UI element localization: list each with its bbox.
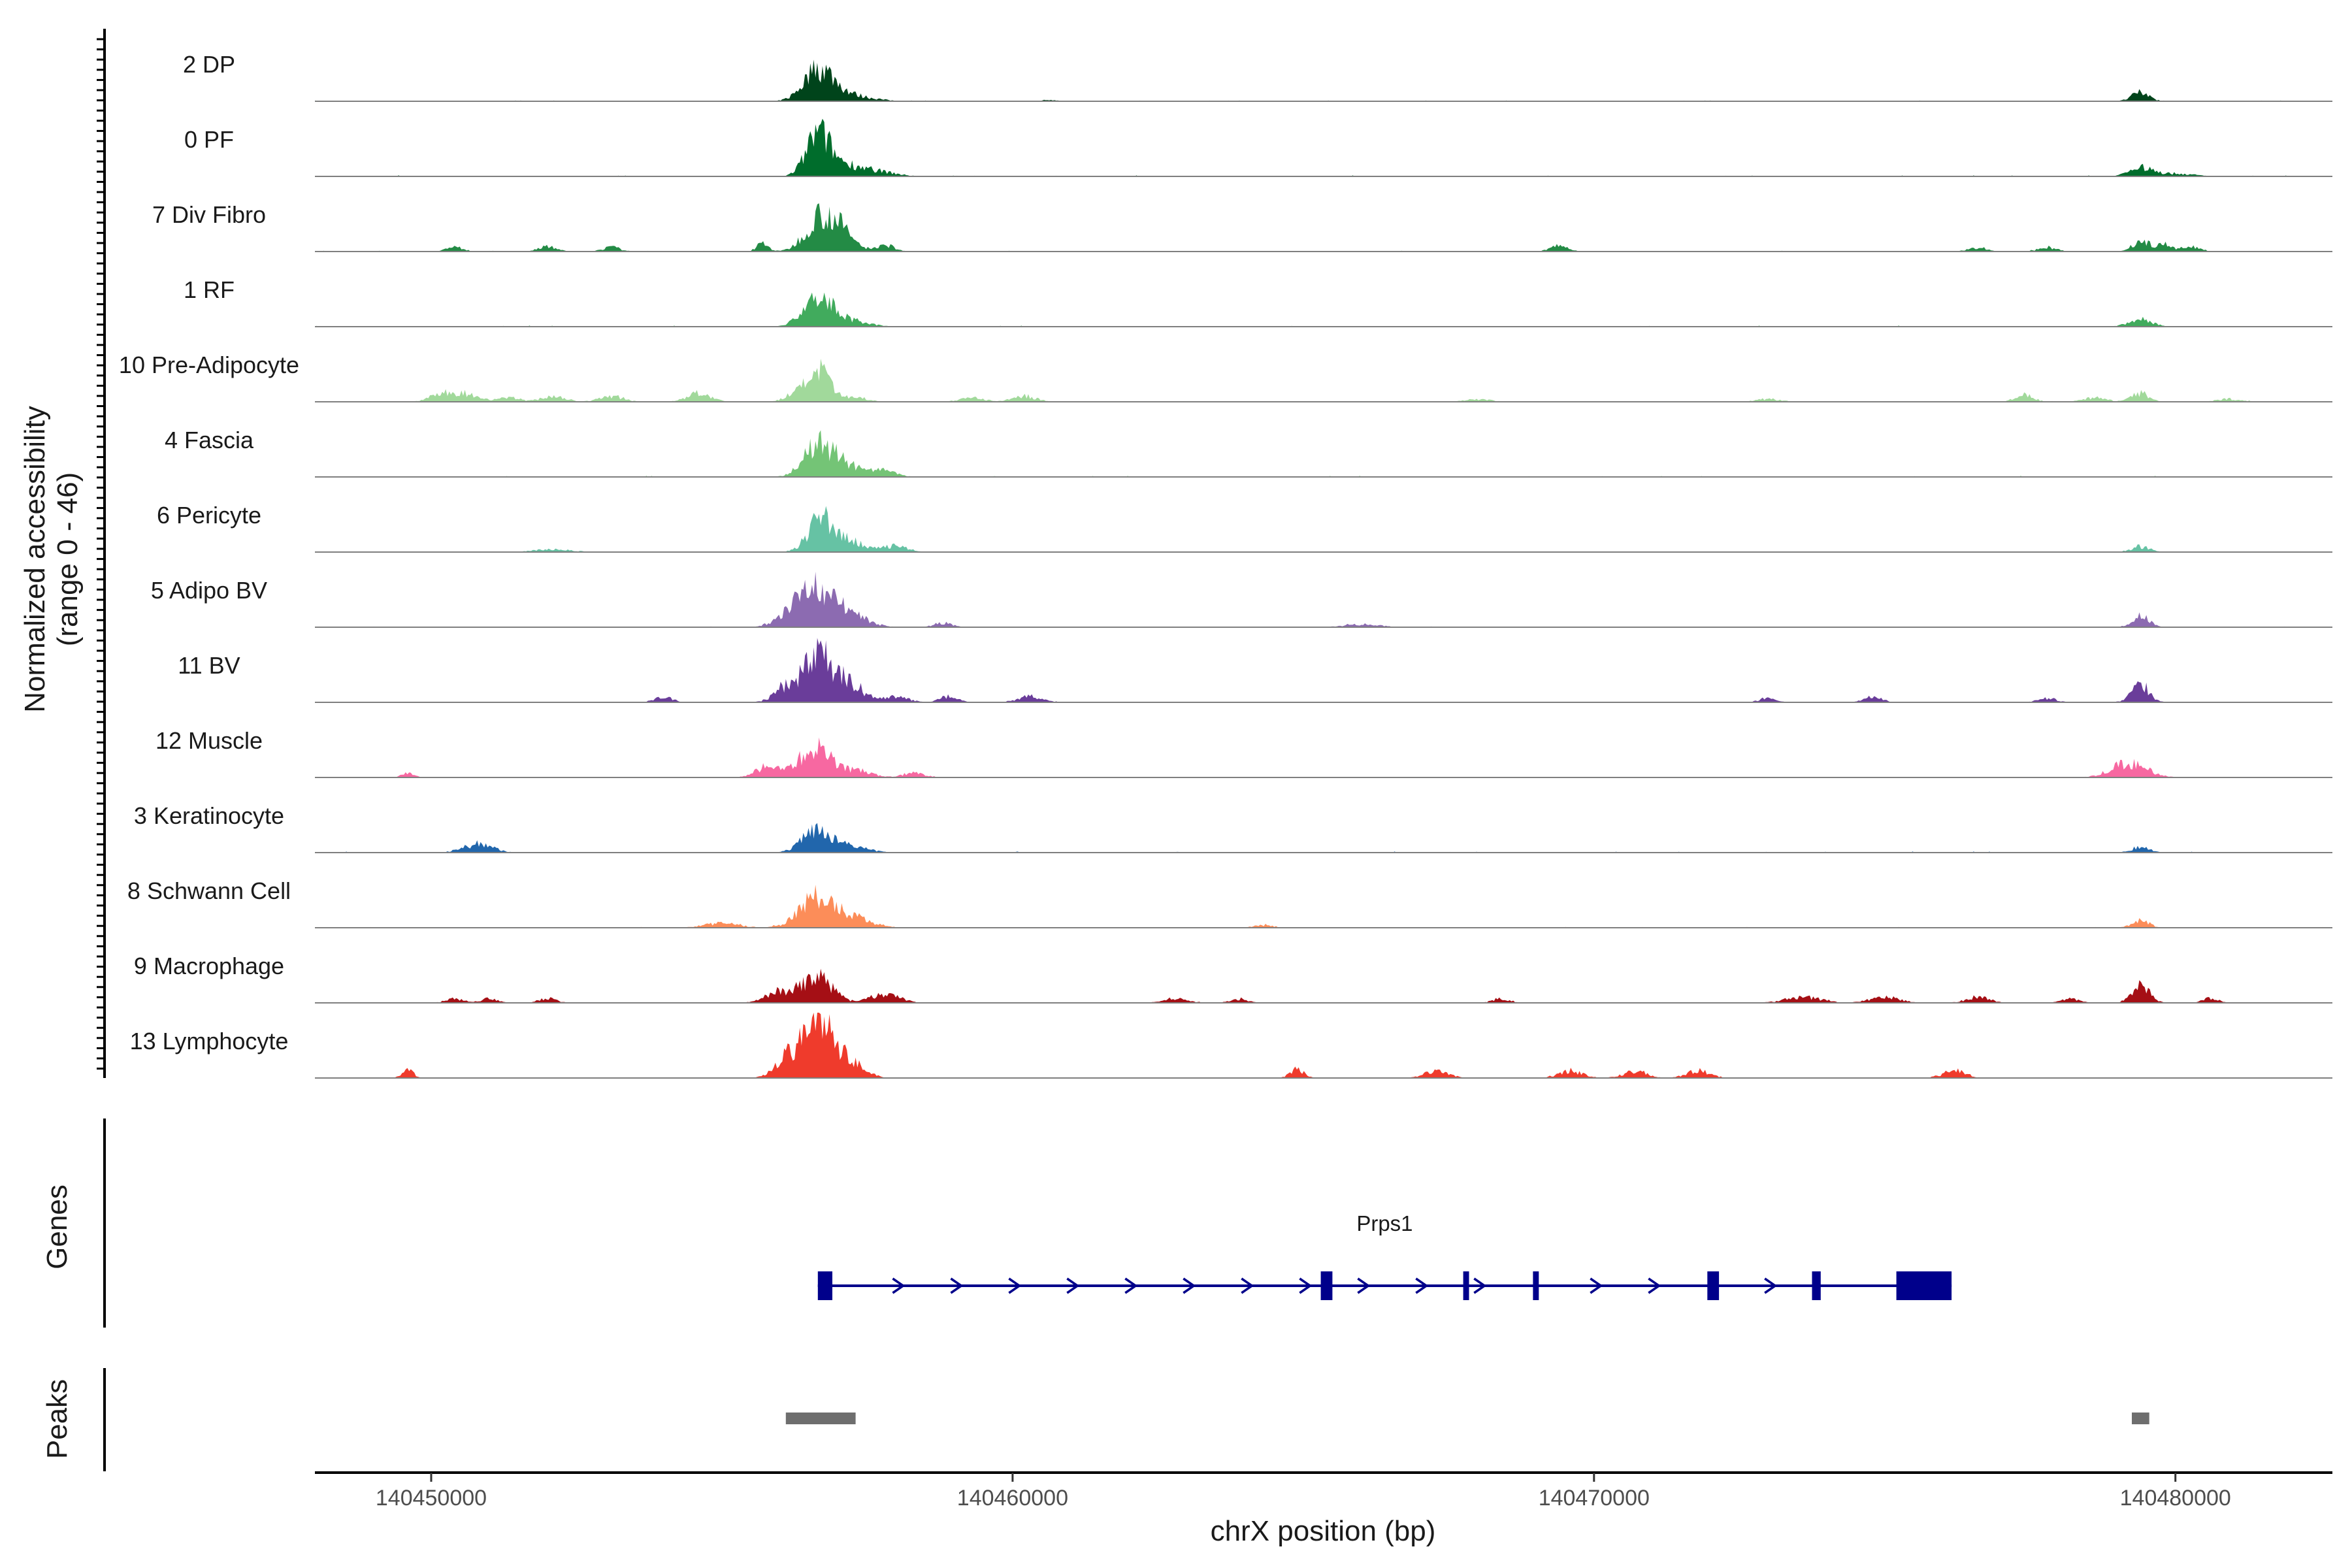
x-axis-ticks: 140450000 140460000 140470000 140480000 xyxy=(376,1473,2231,1511)
gene-exon xyxy=(1812,1271,1821,1300)
gene-exon xyxy=(1707,1271,1720,1300)
genes-axis-title: Genes xyxy=(41,1184,73,1269)
track-label: 12 Muscle xyxy=(155,727,263,754)
strand-arrow xyxy=(1590,1277,1603,1294)
gene-exon xyxy=(1533,1271,1539,1300)
coverage-area xyxy=(315,823,2332,853)
gene-track: Prps1 xyxy=(817,1211,1952,1300)
track-6: 4 Fascia xyxy=(165,427,2332,478)
coverage-area xyxy=(315,430,2332,477)
track-label: 4 Fascia xyxy=(165,427,254,453)
y-axis-ticks xyxy=(97,38,105,1070)
x-axis-title: chrX position (bp) xyxy=(1211,1515,1436,1547)
strand-arrow xyxy=(1066,1277,1080,1294)
coverage-area xyxy=(315,359,2332,402)
track-label: 6 Pericyte xyxy=(157,502,261,529)
track-7: 6 Pericyte xyxy=(157,502,2332,553)
strand-arrow xyxy=(1124,1277,1138,1294)
coverage-area xyxy=(315,572,2332,627)
track-label: 8 Schwann Cell xyxy=(127,877,291,904)
x-tick-label: 140460000 xyxy=(957,1486,1068,1511)
track-label: 1 RF xyxy=(184,276,235,303)
gene-label: Prps1 xyxy=(1356,1211,1413,1235)
coverage-tracks: 2 DP 0 PF 7 Div Fibro 1 RF 10 Pre-Adipocyte 4… xyxy=(119,51,2332,1079)
track-3: 7 Div Fibro xyxy=(152,201,2332,252)
peak-track xyxy=(785,1413,2149,1424)
strand-arrow xyxy=(1473,1277,1487,1294)
coverage-area xyxy=(315,118,2332,176)
track-12: 8 Schwann Cell xyxy=(127,877,2332,928)
coverage-area xyxy=(315,737,2332,777)
track-11: 3 Keratinocyte xyxy=(134,802,2332,853)
coverage-area xyxy=(315,292,2332,327)
track-label: 13 Lymphocyte xyxy=(130,1028,289,1054)
gene-exon xyxy=(1320,1271,1333,1300)
track-5: 10 Pre-Adipocyte xyxy=(119,351,2332,402)
track-2: 0 PF xyxy=(184,118,2332,177)
coverage-area xyxy=(315,506,2332,552)
strand-arrow xyxy=(1764,1277,1778,1294)
track-label: 2 DP xyxy=(183,51,235,78)
y-axis-subtitle: (range 0 - 46) xyxy=(52,472,84,647)
coverage-area xyxy=(315,59,2332,101)
strand-arrow xyxy=(1008,1277,1022,1294)
track-label: 11 BV xyxy=(178,652,240,679)
track-8: 5 Adipo BV xyxy=(151,572,2332,628)
peak-region xyxy=(2132,1413,2149,1424)
strand-arrow xyxy=(1415,1277,1429,1294)
strand-arrow xyxy=(892,1277,906,1294)
track-label: 10 Pre-Adipocyte xyxy=(119,351,299,378)
track-label: 7 Div Fibro xyxy=(152,201,266,228)
track-label: 5 Adipo BV xyxy=(151,577,267,604)
track-label: 3 Keratinocyte xyxy=(134,802,284,829)
coverage-area xyxy=(315,638,2332,702)
coverage-area xyxy=(315,885,2332,928)
x-tick-label: 140470000 xyxy=(1539,1486,1650,1511)
gene-exon xyxy=(1463,1271,1469,1300)
x-tick-label: 140480000 xyxy=(2120,1486,2231,1511)
strand-arrow xyxy=(1241,1277,1254,1294)
coverage-area xyxy=(315,203,2332,252)
coverage-area xyxy=(315,1013,2332,1078)
peak-region xyxy=(785,1413,856,1424)
gene-exon xyxy=(817,1271,832,1300)
gene-exon xyxy=(1896,1271,1952,1300)
strand-arrow xyxy=(1299,1277,1313,1294)
track-1: 2 DP xyxy=(183,51,2332,102)
track-4: 1 RF xyxy=(184,276,2332,327)
strand-arrow xyxy=(1648,1277,1661,1294)
track-label: 9 Macrophage xyxy=(134,953,284,979)
gene-Prps1: Prps1 xyxy=(817,1211,1952,1300)
track-label: 0 PF xyxy=(184,126,234,153)
track-13: 9 Macrophage xyxy=(134,953,2332,1004)
track-14: 13 Lymphocyte xyxy=(130,1013,2332,1079)
peaks-axis-title: Peaks xyxy=(41,1379,73,1459)
track-9: 11 BV xyxy=(178,638,2332,703)
strand-arrow xyxy=(1183,1277,1196,1294)
coverage-area xyxy=(315,968,2332,1003)
x-tick-label: 140450000 xyxy=(376,1486,487,1511)
strand-arrow xyxy=(1357,1277,1371,1294)
y-axis-title: Normalized accessibility xyxy=(19,406,51,712)
track-10: 12 Muscle xyxy=(155,727,2332,778)
strand-arrow xyxy=(950,1277,964,1294)
